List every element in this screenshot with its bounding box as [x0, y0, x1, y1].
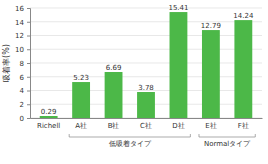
- y-tick: 10: [15, 46, 30, 54]
- group-label: Normalタイプ: [204, 140, 251, 148]
- y-tick: 12: [15, 32, 30, 40]
- x-tick: E社: [205, 118, 216, 130]
- y-tick-label: 14: [15, 18, 24, 26]
- y-tick-mark: [27, 22, 30, 23]
- group-bracket: [69, 134, 190, 137]
- y-tick-mark: [27, 8, 30, 9]
- grid-line: [30, 49, 262, 50]
- x-axis-line: [31, 118, 263, 119]
- y-axis-title: 吸着率(%): [2, 44, 11, 82]
- y-tick-mark: [27, 91, 30, 92]
- bar: [40, 116, 58, 118]
- y-tick-label: 0: [20, 115, 24, 123]
- y-tick-mark: [27, 118, 30, 119]
- y-tick-label: 8: [20, 60, 24, 68]
- y-axis: 0 2 4 6 8 10 12 14 16: [15, 5, 30, 123]
- grid-line: [30, 63, 262, 64]
- y-axis-line: [27, 9, 31, 119]
- y-tick-label: 6: [20, 73, 25, 81]
- y-tick: 14: [15, 18, 30, 26]
- y-tick: 6: [20, 73, 30, 81]
- grid-line: [30, 35, 262, 36]
- x-tick-label: D社: [172, 122, 184, 130]
- x-tick: Richell: [37, 118, 60, 130]
- group-bracket: [199, 134, 255, 137]
- y-tick: 4: [20, 87, 30, 95]
- x-tick-label: C社: [140, 122, 152, 130]
- x-tick-label: F社: [238, 122, 249, 130]
- x-tick-label: E社: [205, 122, 216, 130]
- x-tick-label: Richell: [37, 122, 60, 130]
- grid-line: [30, 21, 262, 22]
- y-tick-mark: [27, 77, 30, 78]
- x-tick: C社: [140, 118, 152, 130]
- data-label: 12.79: [201, 22, 221, 30]
- data-label: 6.69: [106, 64, 122, 72]
- x-tick: B社: [108, 118, 120, 130]
- bar: [72, 82, 90, 118]
- y-tick-label: 2: [20, 101, 24, 109]
- data-label: 0.29: [41, 108, 57, 116]
- data-label: 14.24: [233, 12, 254, 20]
- grid-line: [30, 8, 262, 9]
- y-tick: 16: [15, 5, 30, 13]
- data-label: 5.23: [73, 74, 89, 82]
- bar: [105, 72, 123, 118]
- x-axis: Richell A社 B社 C社 D社 E社 F社: [31, 118, 263, 130]
- bars: [40, 12, 253, 118]
- x-tick: F社: [238, 118, 249, 130]
- bar: [202, 30, 220, 118]
- y-tick-label: 10: [15, 46, 24, 54]
- y-tick-label: 16: [15, 5, 24, 13]
- data-label: 3.78: [138, 84, 154, 92]
- bar: [170, 12, 188, 118]
- y-tick: 2: [20, 101, 30, 109]
- y-tick: 0: [20, 115, 30, 123]
- group-label: 低吸着タイプ: [109, 140, 152, 148]
- bar: [234, 20, 252, 118]
- y-tick-mark: [27, 36, 30, 37]
- data-label: 15.41: [168, 4, 188, 12]
- y-tick: 8: [20, 60, 30, 68]
- x-tick-label: B社: [108, 122, 120, 130]
- y-tick-mark: [27, 49, 30, 50]
- y-tick-mark: [27, 104, 30, 105]
- x-tick: D社: [172, 118, 184, 130]
- y-tick-label: 12: [15, 32, 24, 40]
- x-tick-label: A社: [75, 122, 87, 130]
- grid-line: [30, 76, 262, 77]
- y-tick-label: 4: [20, 87, 25, 95]
- x-tick: A社: [75, 118, 87, 130]
- y-tick-mark: [27, 63, 30, 64]
- bar: [137, 92, 155, 118]
